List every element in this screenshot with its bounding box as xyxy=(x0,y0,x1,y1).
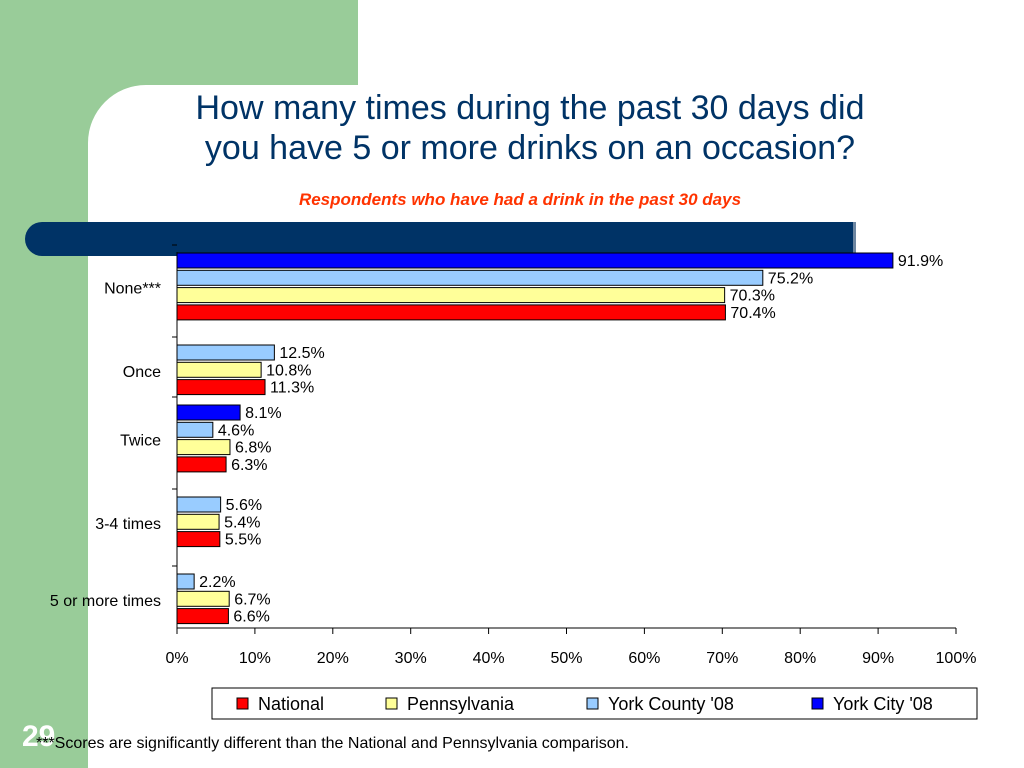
legend-label: York County '08 xyxy=(608,694,734,714)
data-label: 5.5% xyxy=(225,532,261,549)
bar xyxy=(176,344,275,361)
slide-number: 29 xyxy=(22,720,56,753)
data-label: 10.8% xyxy=(266,362,311,379)
bar xyxy=(176,496,222,513)
data-label: 6.7% xyxy=(234,591,270,608)
x-tick-label: 70% xyxy=(706,650,738,667)
bar xyxy=(176,421,214,438)
legend-swatch xyxy=(236,697,249,710)
data-label: 6.3% xyxy=(231,457,267,474)
data-label: 75.2% xyxy=(768,270,813,287)
bar xyxy=(176,456,227,473)
x-tick-label: 40% xyxy=(473,650,505,667)
bar xyxy=(176,513,220,530)
data-label: 12.5% xyxy=(279,345,324,362)
x-tick-label: 10% xyxy=(239,650,271,667)
x-tick-label: 50% xyxy=(550,650,582,667)
chart-subtitle: Respondents who have had a drink in the … xyxy=(298,190,742,209)
legend-swatch xyxy=(811,697,824,710)
x-tick-label: 20% xyxy=(317,650,349,667)
data-label: 4.6% xyxy=(218,422,254,439)
category-label: 3-4 times xyxy=(95,516,161,533)
data-label: 70.4% xyxy=(730,305,775,322)
bar xyxy=(176,304,726,321)
data-label: 8.1% xyxy=(245,405,281,422)
x-tick-label: 80% xyxy=(784,650,816,667)
bar xyxy=(176,269,764,286)
bar xyxy=(176,531,221,548)
title-line-2: you have 5 or more drinks on an occasion… xyxy=(204,129,856,167)
footnote: ***Scores are significantly different th… xyxy=(36,735,629,752)
bar xyxy=(176,608,229,625)
bar xyxy=(176,590,230,607)
title-bar xyxy=(25,222,853,256)
data-label: 70.3% xyxy=(730,288,775,305)
bar xyxy=(176,573,195,590)
category-label: Once xyxy=(123,364,161,381)
x-tick-label: 30% xyxy=(395,650,427,667)
data-label: 11.3% xyxy=(270,380,314,397)
title-bar-cap xyxy=(853,222,856,256)
category-label: 5 or more times xyxy=(50,593,161,610)
x-tick-label: 90% xyxy=(862,650,894,667)
content-panel xyxy=(88,85,1024,768)
bar xyxy=(176,404,241,421)
data-label: 5.6% xyxy=(226,497,262,514)
legend-label: York City '08 xyxy=(833,694,933,714)
data-label: 6.6% xyxy=(233,609,269,626)
data-label: 2.2% xyxy=(199,574,235,591)
legend-swatch xyxy=(586,697,599,710)
legend-label: Pennsylvania xyxy=(407,694,515,714)
bar xyxy=(176,287,726,304)
bar xyxy=(176,361,262,378)
data-label: 91.9% xyxy=(898,253,943,270)
data-label: 6.8% xyxy=(235,440,271,457)
x-tick-label: 0% xyxy=(165,650,188,667)
data-label: 5.4% xyxy=(224,514,260,531)
x-tick-label: 60% xyxy=(628,650,660,667)
title-line-1: How many times during the past 30 days d… xyxy=(195,89,865,127)
legend-label: National xyxy=(258,694,324,714)
legend-swatch xyxy=(385,697,398,710)
bar xyxy=(176,379,266,396)
bar xyxy=(176,252,894,269)
bar xyxy=(176,439,231,456)
category-label: None*** xyxy=(104,281,161,298)
category-label: Twice xyxy=(120,433,161,450)
x-tick-label: 100% xyxy=(936,650,977,667)
slide-title: How many times during the past 30 days d… xyxy=(100,88,960,168)
